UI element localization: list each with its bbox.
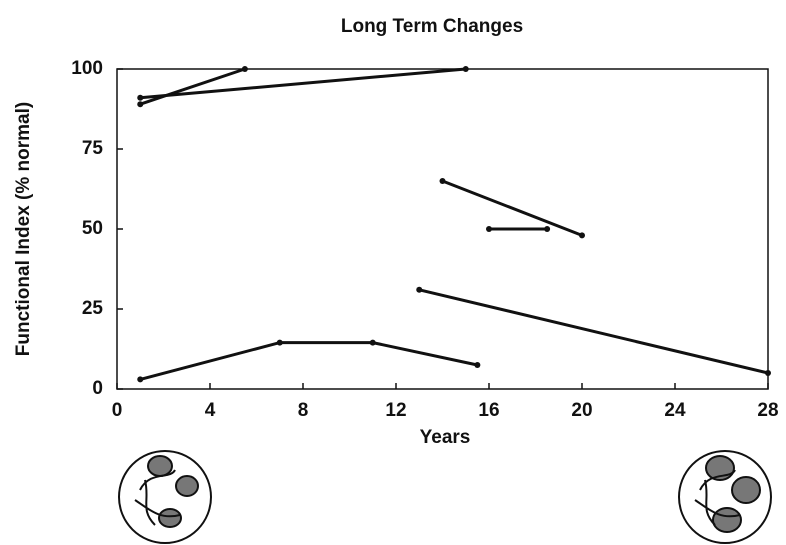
x-tick-label: 8 (298, 400, 309, 421)
data-point (137, 95, 143, 101)
data-point (137, 101, 143, 107)
x-tick-label: 28 (757, 400, 778, 421)
series-line (140, 69, 466, 98)
series-line (140, 343, 477, 380)
icon-left (119, 451, 211, 543)
page: {"chart_data": {"type": "line", "title":… (0, 0, 786, 545)
data-point (277, 340, 283, 346)
data-point (463, 66, 469, 72)
series-line (419, 290, 768, 373)
data-point (440, 178, 446, 184)
data-point (474, 362, 480, 368)
y-tick-label: 0 (92, 378, 103, 399)
y-axis-label: Functional Index (% normal) (13, 102, 34, 356)
y-tick-label: 100 (71, 58, 103, 79)
data-point (579, 232, 585, 238)
x-tick-label: 0 (112, 400, 123, 421)
y-tick-label: 50 (82, 218, 103, 239)
x-tick-label: 24 (664, 400, 686, 421)
x-tick-label: 12 (385, 400, 406, 421)
data-point (242, 66, 248, 72)
chart: Long Term Changes Years Functional Index… (0, 0, 786, 545)
series-line (140, 69, 245, 104)
y-tick-label: 25 (82, 298, 104, 319)
data-point (765, 370, 771, 376)
data-point (486, 226, 492, 232)
x-tick-label: 16 (478, 400, 499, 421)
x-tick-label: 4 (205, 400, 216, 421)
y-tick-label: 75 (82, 138, 104, 159)
data-point (370, 340, 376, 346)
series-line (443, 181, 583, 235)
data-point (137, 376, 143, 382)
x-axis-label: Years (420, 427, 471, 448)
icon-right (679, 451, 771, 543)
data-point (544, 226, 550, 232)
x-tick-label: 20 (571, 400, 592, 421)
chart-title: Long Term Changes (341, 16, 523, 37)
data-point (416, 287, 422, 293)
plot-frame (117, 69, 768, 389)
